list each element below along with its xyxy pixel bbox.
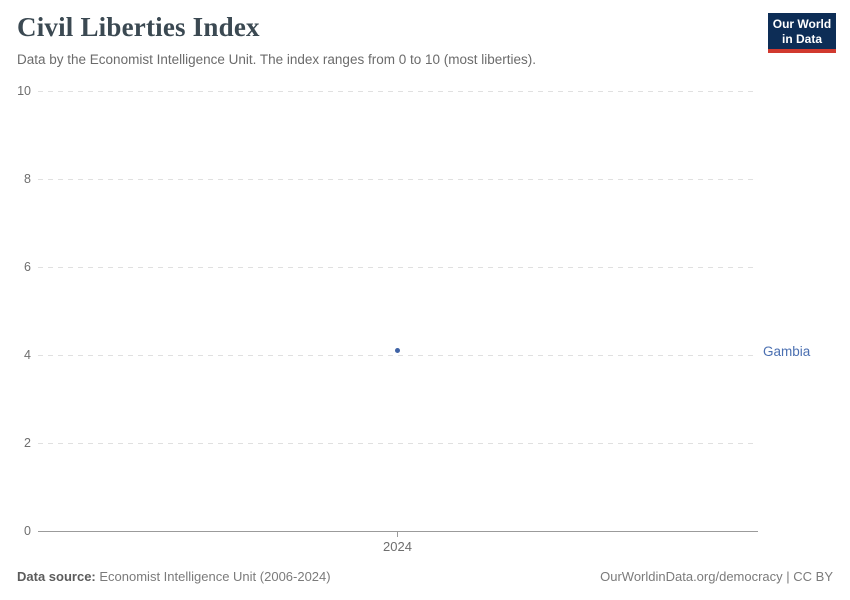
data-point-gambia[interactable] xyxy=(395,348,400,353)
credit-link[interactable]: OurWorldinData.org/democracy | CC BY xyxy=(600,569,833,584)
ytick-4: 4 xyxy=(24,348,31,362)
gridline-y2 xyxy=(38,443,758,444)
data-source-text: Economist Intelligence Unit (2006-2024) xyxy=(95,569,331,584)
chart-subtitle: Data by the Economist Intelligence Unit.… xyxy=(17,52,536,67)
ytick-6: 6 xyxy=(24,260,31,274)
x-axis-line xyxy=(38,531,758,532)
owid-logo-line1: Our World xyxy=(772,17,832,31)
data-source-label: Data source: xyxy=(17,569,96,584)
gridline-y8 xyxy=(38,179,758,180)
xtick-label-2024: 2024 xyxy=(383,539,412,554)
ytick-2: 2 xyxy=(24,436,31,450)
ytick-0: 0 xyxy=(24,524,31,538)
owid-logo-line2: in Data xyxy=(781,32,822,46)
owid-logo[interactable]: Our World in Data xyxy=(768,13,836,53)
xtick-mark-2024 xyxy=(397,532,398,537)
gridline-y10 xyxy=(38,91,758,92)
ytick-8: 8 xyxy=(24,172,31,186)
entity-label-gambia[interactable]: Gambia xyxy=(763,344,811,359)
chart-title: Civil Liberties Index xyxy=(17,12,260,42)
gridline-y6 xyxy=(38,267,758,268)
gridline-y4 xyxy=(38,355,758,356)
data-source-line: Data source: Economist Intelligence Unit… xyxy=(17,569,331,584)
ytick-10: 10 xyxy=(17,84,31,98)
